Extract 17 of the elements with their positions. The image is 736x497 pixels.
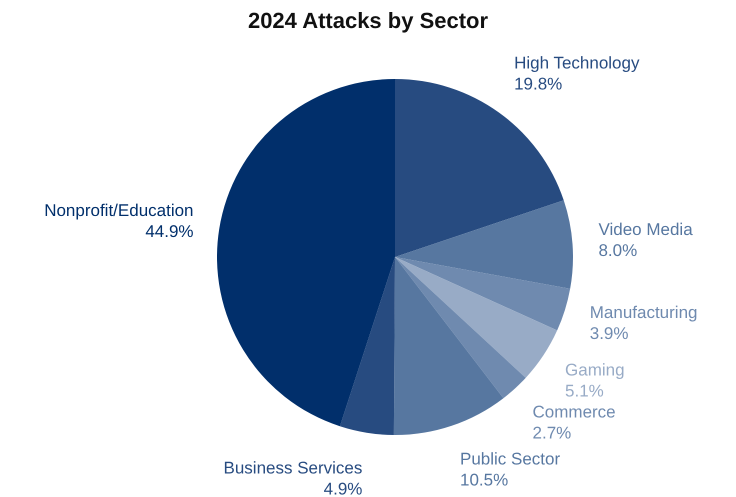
slice-label: Nonprofit/Education — [44, 200, 194, 220]
slice-label: Video Media — [598, 220, 694, 239]
data-label: 19.8% — [514, 74, 562, 94]
data-label: 8.0% — [598, 240, 638, 260]
slice-label: Gaming — [565, 360, 625, 380]
chart-title: 2024 Attacks by Sector — [246, 8, 490, 34]
slice-label: Manufacturing — [590, 303, 698, 322]
data-label: 44.9% — [145, 222, 194, 241]
slice-label: Business Services — [224, 458, 362, 478]
data-label: 3.9% — [590, 324, 629, 344]
slice-label: Public Sector — [460, 449, 560, 468]
data-label: 2.7% — [532, 423, 572, 442]
slice-label: Commerce — [532, 402, 616, 422]
data-label: 5.1% — [565, 382, 604, 401]
slice-label: High Technology — [514, 53, 640, 72]
data-label: 4.9% — [324, 479, 362, 497]
data-label: 10.5% — [460, 470, 508, 490]
